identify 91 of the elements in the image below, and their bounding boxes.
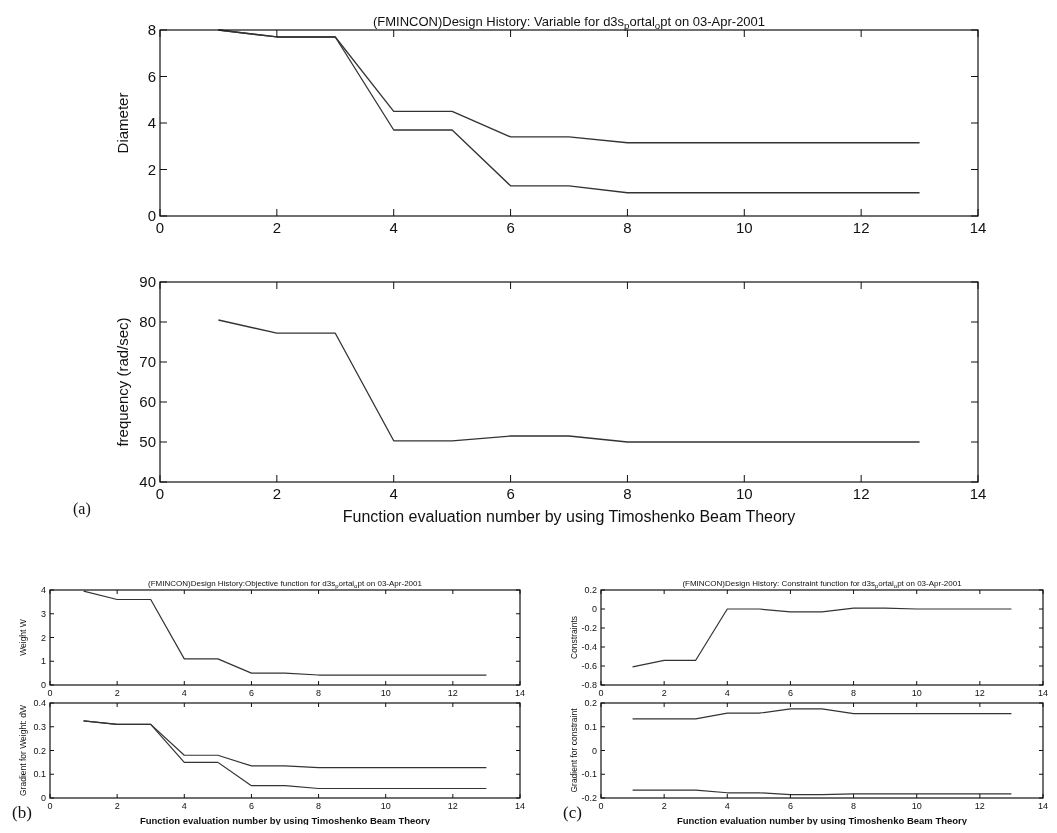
y-tick-label: 0 (591, 745, 597, 756)
y-axis-title: Diameter (114, 92, 131, 154)
x-tick-label: 4 (389, 219, 398, 236)
x-tick-label: 0 (598, 688, 604, 698)
y-tick-label: 0.3 (33, 721, 46, 732)
y-tick-label: 0.2 (584, 698, 597, 709)
x-tick-label: 6 (787, 801, 793, 811)
y-tick-label: 70 (139, 353, 156, 371)
x-tick-label: 8 (851, 801, 857, 811)
x-tick-label: 14 (969, 219, 987, 236)
x-tick-label: 4 (724, 688, 730, 698)
x-tick-label: 2 (272, 219, 282, 236)
y-tick-label: 4 (147, 114, 156, 132)
x-tick-label: 14 (514, 688, 526, 698)
y-tick-label: 50 (139, 433, 156, 451)
y-tick-label: 90 (139, 273, 156, 291)
y-tick-label: 1 (40, 656, 46, 667)
x-tick-label: 14 (514, 801, 526, 811)
x-tick-label: 4 (181, 801, 187, 811)
y-tick-label: 0.4 (33, 698, 46, 709)
x-tick-label: 4 (724, 801, 730, 811)
x-axis-title: Function evaluation number by using Timoshenko Beam Theory (342, 508, 796, 525)
text: (a) (73, 500, 91, 518)
text: (c) (563, 803, 582, 822)
y-tick-label: 2 (147, 160, 156, 178)
x-tick-label: 12 (852, 219, 870, 236)
chart-title: (FMINCON)Design History:Objective function for d3s$_{p}$ortal$_{o}$pt on 03-Apr-2001 (148, 579, 423, 589)
y-axis-title: Constraints (569, 616, 579, 659)
y-tick-label: 4 (40, 585, 46, 596)
x-tick-label: 12 (974, 801, 985, 811)
y-tick-label: -0.4 (581, 642, 597, 653)
x-tick-label: 14 (1037, 688, 1049, 698)
x-tick-label: 0 (598, 801, 604, 811)
x-tick-label: 6 (506, 485, 515, 502)
y-tick-label: -0.1 (581, 769, 597, 780)
chart-title: (FMINCON)Design History: Variable for d3s$_{p}$ortal$_{o}$pt on 03-Apr-2001 (372, 14, 766, 32)
text: (b) (12, 803, 32, 822)
x-tick-label: 14 (1037, 801, 1049, 811)
y-axis-title: Weight W (18, 619, 28, 656)
y-tick-label: 0.2 (33, 745, 46, 756)
x-tick-label: 0 (47, 688, 53, 698)
x-tick-label: 10 (735, 485, 753, 502)
x-tick-label: 8 (623, 219, 632, 236)
x-tick-label: 2 (272, 485, 282, 502)
x-tick-label: 8 (316, 801, 322, 811)
x-tick-label: 6 (787, 688, 793, 698)
y-tick-label: -0.6 (581, 661, 597, 672)
x-tick-label: 2 (661, 801, 667, 811)
x-tick-label: 2 (114, 688, 120, 698)
x-tick-label: 4 (181, 688, 187, 698)
x-tick-label: 4 (389, 485, 398, 502)
y-tick-label: -0.2 (581, 793, 597, 804)
x-tick-label: 10 (380, 688, 391, 698)
x-tick-label: 2 (114, 801, 120, 811)
x-tick-label: 12 (852, 485, 870, 502)
x-tick-label: 8 (316, 688, 322, 698)
x-tick-label: 2 (661, 688, 667, 698)
x-tick-label: 8 (851, 688, 857, 698)
y-axis-title: Gradient for constraint (569, 707, 579, 793)
y-tick-label: 60 (139, 393, 156, 411)
y-axis-title: frequency (rad/sec) (114, 317, 131, 447)
x-tick-label: 10 (735, 219, 753, 236)
y-tick-label: 80 (139, 313, 156, 331)
x-tick-label: 10 (911, 688, 922, 698)
y-tick-label: 0 (40, 680, 46, 691)
y-tick-label: 0 (147, 207, 156, 225)
x-tick-label: 6 (506, 219, 515, 236)
x-tick-label: 6 (248, 801, 254, 811)
x-tick-label: 12 (974, 688, 985, 698)
y-tick-label: 0 (591, 604, 597, 615)
x-tick-label: 6 (248, 688, 254, 698)
y-tick-label: 0 (40, 793, 46, 804)
x-tick-label: 8 (623, 485, 632, 502)
x-tick-label: 10 (380, 801, 391, 811)
y-tick-label: 40 (139, 473, 156, 491)
y-tick-label: 2 (40, 632, 46, 643)
y-tick-label: 0.1 (584, 721, 597, 732)
x-tick-label: 10 (911, 801, 922, 811)
y-tick-label: -0.8 (581, 680, 597, 691)
y-tick-label: 6 (147, 67, 156, 85)
y-tick-label: 3 (40, 608, 46, 619)
y-tick-label: -0.2 (581, 623, 597, 634)
y-tick-label: 0.1 (33, 769, 46, 780)
x-tick-label: 12 (447, 688, 458, 698)
x-tick-label: 0 (47, 801, 53, 811)
x-tick-label: 14 (969, 485, 987, 502)
chart-title: (FMINCON)Design History: Constraint function for d3s$_{p}$ortal$_{o}$pt on 03-Apr-2001 (682, 579, 963, 589)
y-tick-label: 8 (147, 21, 156, 39)
x-tick-label: 12 (447, 801, 458, 811)
y-tick-label: 0.2 (584, 585, 597, 596)
y-axis-title: Gradient for Weight: dW (18, 704, 28, 797)
